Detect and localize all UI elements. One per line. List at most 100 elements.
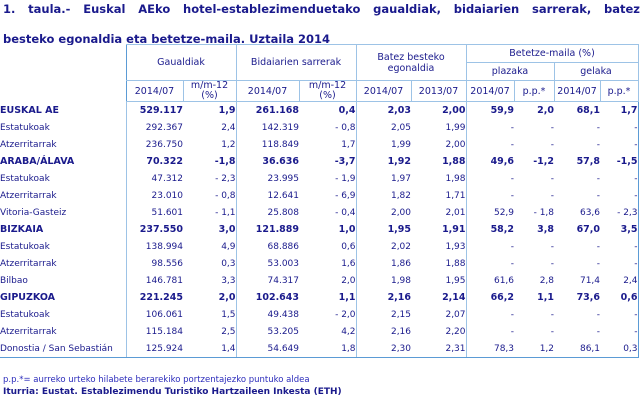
cell-value: -	[550, 258, 555, 269]
header-subgroup-row: plazaka gelaka	[0, 62, 639, 81]
cell-value: - 0,4	[335, 207, 356, 218]
cell-value: -	[600, 136, 639, 153]
header-col-plazaka-pp: p.p.*	[513, 80, 555, 102]
cell-value: - 6,9	[335, 190, 356, 201]
cell-value: - 0,8	[215, 190, 236, 201]
cell-value: 121.889	[235, 221, 300, 238]
cell-value: 4,2	[341, 326, 356, 337]
cell-value: -	[465, 306, 515, 323]
header-col-sarrerak-var-l2: (%)	[319, 90, 336, 101]
cell-value: 2,02	[355, 238, 412, 255]
header-col-egonaldia-2014-l1: 2014/07	[363, 85, 404, 97]
cell-value: 118.849	[235, 136, 300, 153]
row-label: Atzerritarrak	[0, 136, 127, 153]
cell-value: -	[550, 122, 555, 133]
cell-value: 1,91	[442, 224, 466, 235]
page-title-line2: besteko egonaldia eta betetze-maila. Uzt…	[3, 32, 331, 46]
cell-value: 70.322	[125, 153, 183, 170]
cell-value: 1,97	[355, 170, 412, 187]
cell-value: 49.438	[235, 306, 300, 323]
cell-value: 68.886	[235, 238, 300, 255]
table-row: Atzerritarrak 236.750 1,2 118.849 1,7 1,…	[0, 136, 639, 153]
cell-value: -	[550, 190, 555, 201]
cell-value: -	[550, 139, 555, 150]
cell-value: 66,2	[465, 289, 515, 306]
cell-value: 49,6	[465, 153, 515, 170]
cell-value: -3,7	[334, 156, 356, 167]
cell-value: 0,6	[341, 241, 356, 252]
row-label: GIPUZKOA	[0, 289, 127, 306]
header-col-gaualdiak-2014-l1: 2014/07	[134, 85, 175, 97]
cell-value: 71,4	[579, 275, 601, 286]
cell-value: 0,6	[600, 289, 639, 306]
cell-value: 2,00	[355, 204, 412, 221]
cell-value: 1,98	[355, 272, 412, 289]
row-label: Estatukoak	[0, 170, 127, 187]
table-row: Atzerritarrak 115.184 2,5 53.205 4,2 2,1…	[0, 323, 639, 340]
header-blank-label-col	[0, 80, 126, 102]
cell-value: 1,0	[338, 224, 356, 235]
table-footer: p.p.*= aurreko urteko hilabete berarekik…	[3, 374, 640, 398]
cell-value: -	[465, 255, 515, 272]
row-label: ARABA/ÁLAVA	[0, 153, 127, 170]
cell-value: 529.117	[125, 101, 183, 119]
cell-value: -	[465, 238, 515, 255]
table-row: Estatukoak 106.061 1,5 49.438 - 2,0 2,15…	[0, 306, 639, 323]
row-label: Atzerritarrak	[0, 187, 127, 204]
cell-value: -	[465, 136, 515, 153]
cell-value: -	[600, 170, 639, 187]
source-line: Iturria: Eustat. Establezimendu Turistik…	[3, 387, 342, 397]
cell-value: -	[600, 306, 639, 323]
row-label: Bilbao	[0, 272, 127, 289]
row-label: Atzerritarrak	[0, 255, 127, 272]
cell-value: 2,0	[537, 105, 555, 116]
cell-value: 2,8	[539, 275, 555, 286]
cell-value: 2,31	[411, 340, 467, 358]
cell-value: -	[465, 187, 515, 204]
cell-value: 1,9	[218, 105, 236, 116]
cell-value: 2,14	[442, 292, 466, 303]
cell-value: 2,4	[600, 272, 639, 289]
cell-value: -	[596, 241, 601, 252]
cell-value: -	[596, 139, 601, 150]
cell-value: 1,6	[341, 258, 356, 269]
cell-value: 68,1	[576, 105, 601, 116]
cell-value: -	[600, 119, 639, 136]
cell-value: 0,3	[600, 340, 639, 358]
cell-value: -	[550, 326, 555, 337]
cell-value: 1,95	[445, 275, 466, 286]
cell-value: 25.808	[235, 204, 300, 221]
cell-value: 23.995	[235, 170, 300, 187]
cell-value: 3,8	[537, 224, 555, 235]
cell-value: 52,9	[465, 204, 515, 221]
header-col-plazaka-pp-l1: p.p.*	[522, 85, 546, 97]
header-col-plazaka-2014: 2014/07	[465, 80, 515, 102]
footnote-pp: p.p.*= aurreko urteko hilabete berarekik…	[3, 375, 310, 385]
cell-value: 3,0	[218, 224, 236, 235]
cell-value: 1,8	[299, 340, 357, 358]
cell-value: - 2,3	[215, 173, 236, 184]
cell-value: 138.994	[125, 238, 183, 255]
table-row: EUSKAL AE 529.117 1,9 261.168 0,4 2,03 2…	[0, 101, 639, 119]
header-column-row: 2014/07 m/m-12 (%) 2014/07 m/m-12 (%) 20	[0, 80, 639, 102]
cell-value: -1,2	[533, 156, 555, 167]
cell-value: 1,5	[221, 309, 236, 320]
table-row: GIPUZKOA 221.245 2,0 102.643 1,1 2,16 2,…	[0, 289, 639, 306]
cell-value: 1,88	[445, 258, 466, 269]
header-col-gelaka-pp: p.p.*	[599, 80, 639, 102]
table-row: Vitoria-Gasteiz 51.601 - 1,1 25.808 - 0,…	[0, 204, 639, 221]
cell-value: -	[596, 326, 601, 337]
header-group-betetze-maila: Betetze-maila (%)	[465, 44, 639, 63]
table-row: Atzerritarrak 23.010 - 0,8 12.641 - 6,9 …	[0, 187, 639, 204]
cell-value: 78,3	[465, 340, 515, 358]
cell-value: 2,0	[218, 292, 236, 303]
cell-value: -	[600, 238, 639, 255]
cell-value: 1,71	[445, 190, 466, 201]
cell-value: -	[550, 309, 555, 320]
table-row: Estatukoak 47.312 - 2,3 23.995 - 1,9 1,9…	[0, 170, 639, 187]
header-col-gelaka-2014-l1: 2014/07	[557, 85, 597, 97]
cell-value: 125.924	[125, 340, 183, 358]
statistics-table: Gaualdiak Bidaiarien sarrerak Batez best…	[0, 44, 639, 358]
cell-value: 12.641	[235, 187, 300, 204]
